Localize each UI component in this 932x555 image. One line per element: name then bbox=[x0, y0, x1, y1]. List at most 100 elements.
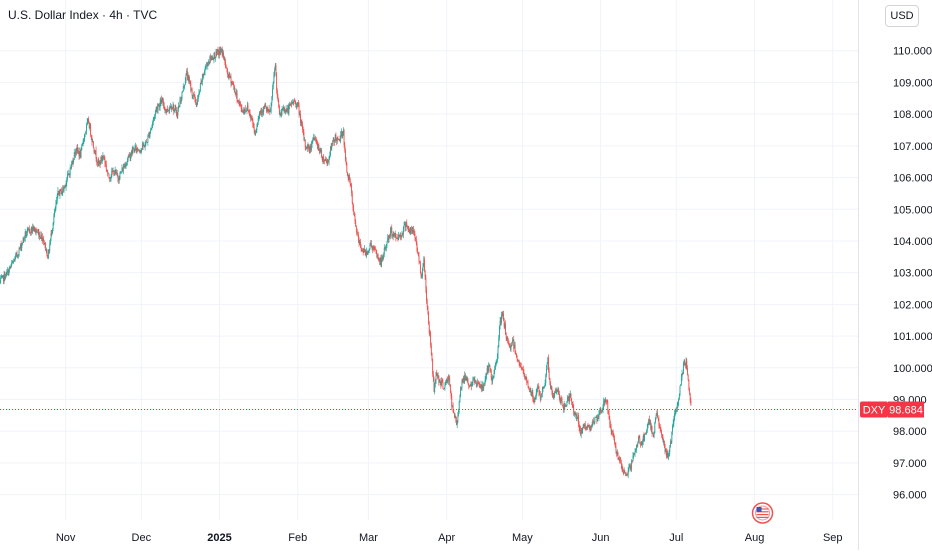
candle-body bbox=[246, 110, 247, 111]
candle-body bbox=[355, 215, 356, 221]
candle-body bbox=[387, 242, 388, 245]
candle-body bbox=[87, 122, 88, 125]
candle-body bbox=[408, 229, 409, 230]
candle-body bbox=[248, 111, 249, 112]
candle-body bbox=[194, 95, 195, 100]
candle bbox=[474, 376, 475, 383]
candle-body bbox=[78, 151, 79, 152]
candle-body bbox=[158, 107, 159, 110]
candle-body bbox=[483, 383, 484, 388]
candle-body bbox=[164, 106, 165, 107]
candle-body bbox=[126, 164, 127, 166]
candle-body bbox=[277, 90, 278, 97]
candle bbox=[68, 170, 69, 177]
candle-body bbox=[568, 397, 569, 398]
candle-body bbox=[207, 63, 208, 66]
candle bbox=[450, 384, 451, 393]
candle-body bbox=[654, 433, 655, 437]
candle-body bbox=[320, 151, 321, 152]
candle bbox=[359, 237, 360, 247]
candle-body bbox=[350, 180, 351, 185]
candle-body bbox=[433, 374, 434, 378]
candle-body bbox=[295, 102, 296, 104]
candle-body bbox=[270, 111, 271, 112]
candle bbox=[85, 133, 86, 138]
candle-body bbox=[23, 238, 24, 243]
candle bbox=[179, 97, 180, 108]
candle-body bbox=[449, 378, 450, 385]
candle-body bbox=[245, 109, 246, 111]
candle-body bbox=[677, 405, 678, 412]
candle-body bbox=[551, 387, 552, 391]
candle bbox=[384, 244, 385, 257]
candle-body bbox=[269, 109, 270, 111]
candle-body bbox=[152, 122, 153, 125]
candle bbox=[299, 103, 300, 118]
candle bbox=[446, 379, 447, 385]
candle bbox=[376, 250, 377, 258]
candle bbox=[145, 140, 146, 147]
candle-body bbox=[177, 109, 178, 116]
candle-body bbox=[246, 111, 247, 112]
x-tick-label: May bbox=[512, 532, 533, 544]
candle bbox=[290, 102, 291, 106]
candle bbox=[205, 64, 206, 70]
candle-body bbox=[19, 248, 20, 255]
candle bbox=[23, 236, 24, 243]
candle bbox=[462, 379, 463, 391]
candle-body bbox=[66, 179, 67, 183]
candle-body bbox=[376, 250, 377, 254]
candle bbox=[436, 372, 437, 384]
candle-body bbox=[284, 107, 285, 111]
candle bbox=[368, 250, 369, 253]
candle bbox=[650, 420, 651, 431]
candle bbox=[36, 229, 37, 235]
candle bbox=[539, 386, 540, 397]
currency-button[interactable]: USD bbox=[885, 5, 919, 27]
candle-body bbox=[637, 443, 638, 446]
candle-body bbox=[486, 373, 487, 377]
candle bbox=[688, 379, 689, 390]
candle bbox=[630, 463, 631, 470]
candle bbox=[585, 421, 586, 430]
candle bbox=[11, 260, 12, 267]
candle bbox=[190, 80, 191, 92]
candle-body bbox=[615, 446, 616, 451]
candle-body bbox=[577, 418, 578, 419]
candle-body bbox=[84, 135, 85, 141]
candle-body bbox=[590, 429, 591, 430]
candle-body bbox=[241, 105, 242, 108]
candle-body bbox=[528, 382, 529, 386]
candle-body bbox=[346, 161, 347, 163]
candle-body bbox=[155, 112, 156, 117]
candle bbox=[90, 123, 91, 137]
candle bbox=[562, 397, 563, 405]
candle-body bbox=[294, 101, 295, 102]
candle-body bbox=[34, 227, 35, 229]
candle bbox=[668, 453, 669, 460]
candle bbox=[537, 384, 538, 392]
candle-body bbox=[562, 401, 563, 405]
candle bbox=[555, 388, 556, 394]
candle-body bbox=[308, 145, 309, 149]
candle-body bbox=[517, 357, 518, 359]
candle bbox=[92, 135, 93, 145]
candle-body bbox=[189, 77, 190, 81]
candle bbox=[624, 470, 625, 473]
candle-body bbox=[352, 203, 353, 208]
candle-body bbox=[492, 378, 493, 381]
candle-body bbox=[417, 251, 418, 252]
candle bbox=[308, 144, 309, 152]
candle-body bbox=[312, 140, 313, 144]
candle-body bbox=[151, 125, 152, 128]
candle-body bbox=[134, 147, 135, 151]
candle-body bbox=[350, 184, 351, 185]
candle-body bbox=[303, 132, 304, 139]
candle-body bbox=[556, 393, 557, 394]
candle-body bbox=[301, 123, 302, 125]
candle bbox=[47, 249, 48, 256]
x-tick-label: Feb bbox=[288, 532, 307, 544]
candle bbox=[511, 345, 512, 352]
candle-body bbox=[147, 136, 148, 142]
candle-body bbox=[571, 394, 572, 399]
